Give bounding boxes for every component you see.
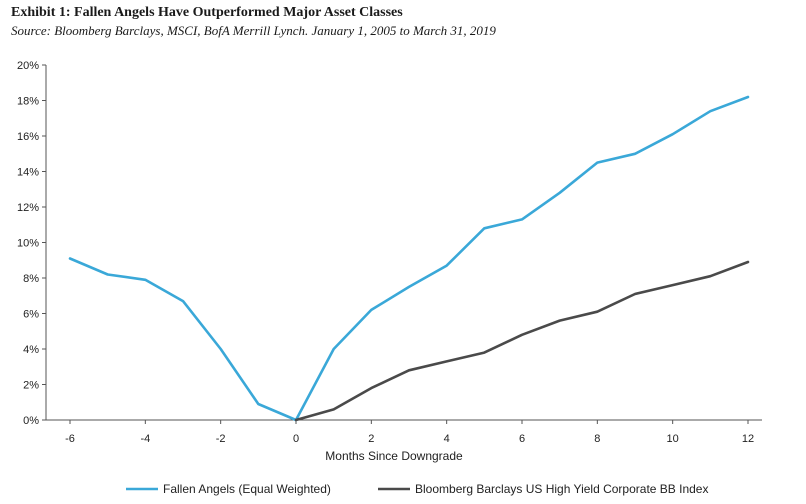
chart-legend: Fallen Angels (Equal Weighted) Bloomberg … bbox=[126, 482, 708, 496]
y-tick-label: 6% bbox=[23, 309, 39, 321]
legend-label-1: Fallen Angels (Equal Weighted) bbox=[163, 482, 331, 496]
x-tick-label: -2 bbox=[216, 433, 226, 445]
x-tick-label: 8 bbox=[594, 433, 600, 445]
legend-label-2: Bloomberg Barclays US High Yield Corpora… bbox=[415, 482, 708, 496]
x-tick-label: 10 bbox=[667, 433, 679, 445]
series-line-2 bbox=[294, 260, 750, 422]
chart-subtitle: Source: Bloomberg Barclays, MSCI, BofA M… bbox=[11, 23, 496, 38]
x-tick-label: 4 bbox=[444, 433, 450, 445]
x-tick-label: -4 bbox=[140, 433, 150, 445]
x-tick-label: 6 bbox=[519, 433, 525, 445]
y-tick-label: 10% bbox=[17, 238, 39, 250]
chart-series bbox=[68, 95, 750, 422]
x-tick-label: -6 bbox=[65, 433, 75, 445]
x-tick-label: 2 bbox=[368, 433, 374, 445]
series-line-1 bbox=[68, 95, 750, 422]
y-tick-label: 2% bbox=[23, 380, 39, 392]
x-axis-label: Months Since Downgrade bbox=[325, 449, 463, 463]
y-tick-label: 4% bbox=[23, 344, 39, 356]
x-tick-label: 12 bbox=[742, 433, 754, 445]
y-tick-label: 12% bbox=[17, 202, 39, 214]
chart-axes: 0% 2% 4% 6% 8% 10% 12% 14% 16% 18% 20% -6 -4 -2 0 2 4 6 8 1… bbox=[17, 60, 762, 445]
y-tick-label: 20% bbox=[17, 60, 39, 72]
y-tick-label: 14% bbox=[17, 167, 39, 179]
y-tick-label: 8% bbox=[23, 273, 39, 285]
y-tick-label: 16% bbox=[17, 131, 39, 143]
y-tick-label: 18% bbox=[17, 96, 39, 108]
x-tick-label: 0 bbox=[293, 433, 299, 445]
y-tick-label: 0% bbox=[23, 415, 39, 427]
chart-title: Exhibit 1: Fallen Angels Have Outperform… bbox=[11, 5, 403, 20]
